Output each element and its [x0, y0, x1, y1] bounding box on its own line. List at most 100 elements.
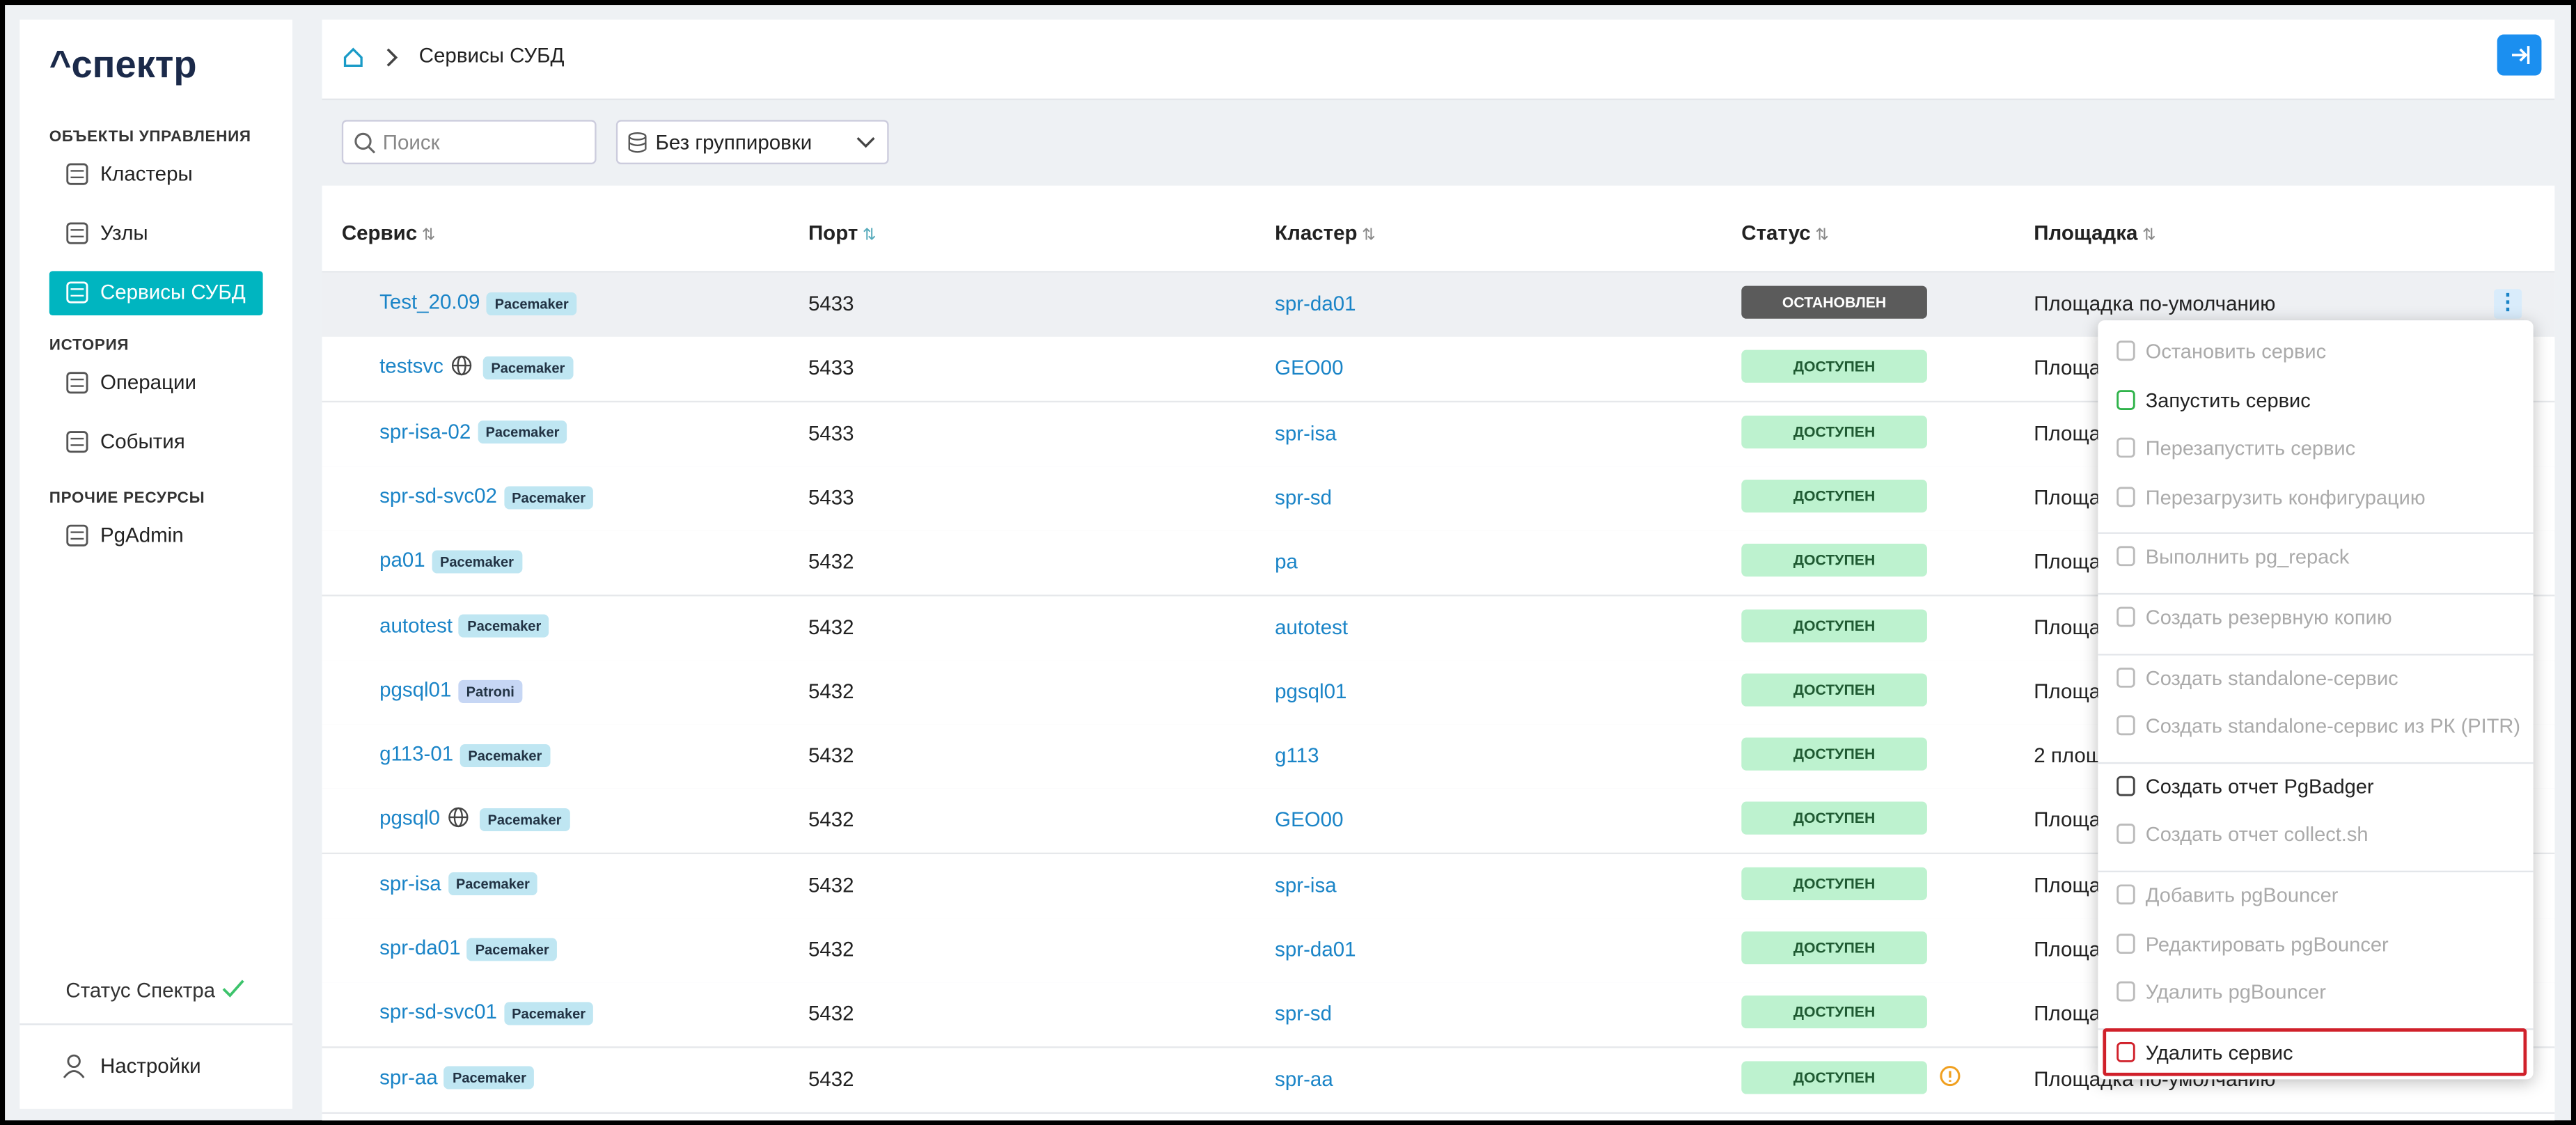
nav-item[interactable]: Сервисы СУБД: [100, 281, 246, 304]
cluster-link[interactable]: spr-sd: [1275, 1002, 1333, 1026]
cluster-link[interactable]: spr-da01: [1275, 938, 1356, 961]
service-link[interactable]: spr-da01: [379, 936, 461, 960]
column-header[interactable]: Площадка ⇅: [2034, 221, 2156, 245]
menu-item[interactable]: Удалить сервис: [2145, 1041, 2293, 1064]
menu-icon: [2114, 485, 2141, 519]
site: 2 площ: [2034, 744, 2103, 768]
menu-item[interactable]: Создать отчет PgBadger: [2145, 775, 2374, 798]
globe-icon: [440, 808, 473, 831]
service-link[interactable]: pa01: [379, 549, 425, 572]
cluster-link[interactable]: spr-isa: [1275, 421, 1337, 445]
service-link[interactable]: pgsql01: [379, 678, 452, 702]
globe-icon: [443, 355, 476, 378]
sort-icon[interactable]: ⇅: [417, 226, 436, 245]
service-link[interactable]: spr-sd-svc01: [379, 1000, 497, 1024]
menu-separator: [2098, 653, 2534, 655]
menu-icon: [2114, 387, 2141, 422]
screen: ^спектр ОБЪЕКТЫ УПРАВЛЕНИЯ Кластеры Узлы Сер…: [5, 5, 2571, 1121]
grouping-select[interactable]: Без группировки: [615, 120, 889, 164]
sort-icon[interactable]: ⇅: [858, 226, 877, 245]
warning-icon: [1938, 1064, 1965, 1099]
menu-separator: [2098, 762, 2534, 764]
column-header[interactable]: Порт ⇅: [808, 221, 877, 245]
nav-item[interactable]: События: [100, 430, 185, 454]
service-link[interactable]: g113-01: [379, 742, 454, 766]
service-name[interactable]: autotest Pacemaker: [379, 613, 550, 638]
nav-item[interactable]: Кластеры: [100, 162, 193, 186]
tag: Pacemaker: [459, 615, 550, 638]
service-name[interactable]: pa01 Pacemaker: [379, 549, 522, 574]
service-name[interactable]: spr-sd-svc02 Pacemaker: [379, 484, 594, 509]
settings-item[interactable]: Настройки: [100, 1054, 201, 1078]
menu-item: Редактировать pgBouncer: [2145, 932, 2389, 956]
service-name[interactable]: spr-da01 Pacemaker: [379, 936, 558, 961]
service-link[interactable]: testsvc: [379, 355, 443, 379]
menu-highlight: [2103, 1028, 2527, 1076]
menu-item[interactable]: Запустить сервис: [2145, 388, 2311, 412]
row-actions[interactable]: ⋮: [2494, 289, 2522, 319]
service-name[interactable]: spr-sd-svc01 Pacemaker: [379, 1000, 594, 1025]
tag: Pacemaker: [486, 292, 577, 315]
status-badge: ДОСТУПЕН: [1741, 1060, 1927, 1094]
service-link[interactable]: Test_20.09: [379, 290, 480, 314]
status-check: [220, 976, 246, 1011]
service-name[interactable]: g113-01 Pacemaker: [379, 742, 551, 767]
cluster-link[interactable]: spr-aa: [1275, 1067, 1333, 1090]
sidebar: ^спектр ОБЪЕКТЫ УПРАВЛЕНИЯ Кластеры Узлы Сер…: [19, 19, 293, 1109]
logout-button[interactable]: [2497, 34, 2542, 76]
service-link[interactable]: spr-sd-svc02: [379, 484, 497, 508]
service-name[interactable]: pgsql0 Pacemaker: [379, 807, 570, 832]
sort-icon[interactable]: ⇅: [2137, 226, 2156, 245]
sort-icon[interactable]: ⇅: [1810, 226, 1830, 245]
service-name[interactable]: spr-isa-02 Pacemaker: [379, 420, 568, 444]
cluster-link[interactable]: pa: [1275, 550, 1298, 574]
menu-icon: [2114, 882, 2141, 917]
cluster-link[interactable]: spr-sd: [1275, 486, 1333, 510]
column-header[interactable]: Кластер ⇅: [1275, 221, 1376, 245]
cluster-link[interactable]: GEO00: [1275, 356, 1344, 380]
search-input[interactable]: Поиск: [341, 120, 597, 164]
cluster-link[interactable]: spr-da01: [1275, 292, 1356, 316]
port: 5433: [808, 486, 854, 510]
site: Площадка по-умолчанию: [2034, 292, 2276, 316]
cluster-link[interactable]: autotest: [1275, 615, 1349, 638]
tag: Pacemaker: [503, 1002, 594, 1025]
menu-item: Выполнить pg_repack: [2145, 546, 2350, 569]
nav-icon: [64, 370, 91, 404]
menu-separator: [2098, 592, 2534, 595]
service-name[interactable]: pgsql01 Patroni: [379, 678, 523, 702]
cluster-link[interactable]: g113: [1275, 744, 1319, 768]
menu-icon: [2114, 604, 2141, 639]
nav-item[interactable]: Операции: [100, 371, 196, 395]
nav-item[interactable]: Узлы: [100, 221, 148, 245]
service-link[interactable]: spr-aa: [379, 1065, 438, 1089]
service-name[interactable]: spr-isa Pacemaker: [379, 872, 538, 896]
header-line: [322, 271, 2555, 273]
menu-item: Перезагрузить конфигурацию: [2145, 485, 2426, 510]
tag: Pacemaker: [460, 744, 551, 767]
cluster-link[interactable]: spr-isa: [1275, 873, 1337, 897]
column-header[interactable]: Статус ⇅: [1741, 221, 1830, 245]
service-name[interactable]: testsvc Pacemaker: [379, 355, 574, 380]
service-link[interactable]: spr-isa-02: [379, 420, 471, 443]
status-badge: ДОСТУПЕН: [1741, 931, 1927, 965]
service-name[interactable]: Test_20.09 Pacemaker: [379, 290, 577, 315]
breadcrumb: Сервисы СУБД: [418, 44, 565, 68]
cluster-link[interactable]: pgsql01: [1275, 679, 1347, 703]
service-link[interactable]: pgsql0: [379, 807, 441, 831]
service-link[interactable]: autotest: [379, 613, 453, 637]
sort-icon[interactable]: ⇅: [1357, 226, 1376, 245]
port: 5433: [808, 292, 854, 316]
cluster-link[interactable]: GEO00: [1275, 808, 1344, 832]
nav-icon: [64, 429, 91, 464]
service-name[interactable]: spr-aa Pacemaker: [379, 1065, 535, 1090]
nav-item[interactable]: PgAdmin: [100, 524, 184, 547]
home-icon[interactable]: [342, 46, 365, 69]
menu-item: Создать standalone-сервис: [2145, 666, 2398, 690]
service-link[interactable]: spr-isa: [379, 872, 441, 895]
column-header[interactable]: Сервис ⇅: [341, 221, 436, 245]
menu-separator: [2098, 533, 2534, 535]
status-badge: ДОСТУПЕН: [1741, 737, 1927, 771]
tag: Pacemaker: [444, 1067, 535, 1090]
